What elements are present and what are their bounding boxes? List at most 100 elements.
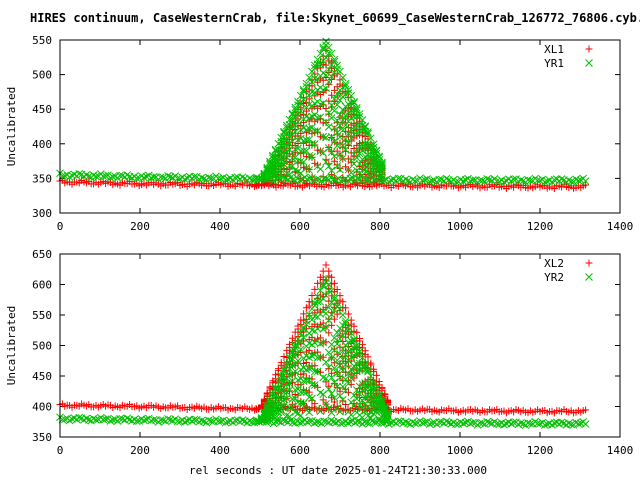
data-point-plus — [370, 365, 378, 373]
data-point-cross — [355, 110, 364, 118]
data-point-cross — [361, 122, 370, 130]
data-point-cross — [305, 417, 314, 425]
data-point-cross — [302, 388, 311, 396]
data-point-cross — [291, 128, 300, 136]
data-point-cross — [101, 171, 110, 180]
data-point-cross — [420, 418, 429, 427]
data-point-cross — [288, 361, 297, 369]
data-point-cross — [347, 91, 356, 100]
data-point-cross — [164, 414, 172, 423]
data-point-cross — [344, 85, 353, 94]
data-point-plus — [367, 359, 375, 367]
data-point-cross — [358, 116, 367, 124]
data-point-cross — [271, 153, 280, 161]
data-point-cross — [564, 419, 573, 428]
data-point-cross — [344, 379, 353, 388]
data-point-cross — [352, 341, 361, 350]
data-point-cross — [330, 393, 339, 402]
figure-title: HIRES continuum, CaseWesternCrab, file:S… — [30, 11, 640, 26]
data-point-cross — [333, 90, 342, 98]
data-point-plus — [302, 107, 310, 115]
data-point-cross — [132, 174, 141, 183]
data-point-plus — [364, 353, 372, 361]
data-point-cross — [84, 415, 93, 424]
data-point-plus — [325, 365, 333, 373]
data-point-plus — [585, 259, 593, 267]
data-point-plus — [311, 285, 319, 293]
y-axis-label: Uncalibrated — [5, 87, 18, 166]
data-point-cross — [238, 416, 247, 424]
data-point-cross — [327, 166, 336, 175]
data-point-cross — [279, 416, 288, 425]
data-point-cross — [108, 172, 117, 181]
data-point-cross — [401, 417, 410, 426]
data-point-cross — [350, 97, 358, 106]
data-point-cross — [461, 418, 470, 427]
data-point-cross — [322, 117, 330, 126]
data-point-cross — [319, 132, 328, 141]
data-point-cross — [336, 373, 344, 382]
data-point-cross — [330, 55, 339, 64]
data-point-cross — [313, 292, 322, 301]
data-point-cross — [500, 420, 508, 429]
x-tick-label: 1400 — [607, 444, 634, 457]
data-point-cross — [252, 174, 260, 183]
data-point-cross — [324, 280, 333, 289]
data-point-cross — [285, 403, 294, 412]
data-point-cross — [485, 175, 494, 184]
x-tick-label: 400 — [210, 220, 230, 233]
data-point-cross — [197, 173, 206, 182]
data-point-cross — [305, 124, 314, 133]
data-point-cross — [101, 415, 110, 423]
data-point-cross — [378, 161, 386, 170]
data-point-cross — [291, 367, 300, 376]
data-point-cross — [324, 348, 333, 357]
data-point-cross — [411, 419, 420, 428]
data-point-cross — [378, 398, 386, 407]
x-tick-label: 600 — [290, 444, 310, 457]
data-point-cross — [288, 154, 297, 162]
data-point-cross — [296, 176, 304, 185]
series-YR2 — [56, 274, 590, 430]
data-point-plus — [582, 406, 590, 414]
y-tick-label: 400 — [32, 138, 52, 151]
data-point-cross — [285, 131, 294, 140]
data-point-cross — [296, 337, 305, 346]
data-point-cross — [352, 394, 361, 403]
data-point-plus — [344, 310, 352, 318]
data-point-cross — [364, 129, 372, 138]
data-point-cross — [313, 367, 322, 376]
data-point-cross — [408, 175, 417, 184]
data-point-cross — [322, 417, 331, 426]
data-point-cross — [327, 298, 336, 307]
data-point-cross — [333, 328, 342, 337]
data-point-cross — [394, 174, 403, 183]
data-point-cross — [364, 367, 372, 376]
data-point-cross — [347, 410, 356, 419]
data-point-cross — [338, 126, 347, 135]
y-axis-label: Uncalibrated — [5, 306, 18, 385]
data-point-cross — [333, 404, 342, 412]
data-point-plus — [356, 335, 364, 342]
data-point-cross — [322, 71, 330, 79]
data-point-cross — [319, 373, 328, 382]
data-point-cross — [333, 162, 342, 170]
data-point-cross — [478, 419, 487, 428]
data-point-cross — [282, 169, 291, 178]
data-point-cross — [324, 65, 333, 74]
data-point-cross — [299, 324, 308, 333]
data-point-cross — [350, 160, 358, 168]
data-point-cross — [296, 398, 305, 407]
data-point-cross — [238, 173, 247, 182]
data-point-plus — [319, 396, 327, 404]
data-point-cross — [149, 415, 158, 424]
data-point-cross — [483, 417, 492, 426]
data-point-cross — [322, 175, 331, 183]
data-point-cross — [316, 407, 325, 416]
data-point-cross — [116, 171, 124, 180]
data-point-cross — [344, 323, 353, 332]
data-point-cross — [476, 419, 484, 428]
data-point-cross — [274, 408, 283, 417]
data-point-cross — [308, 139, 316, 148]
